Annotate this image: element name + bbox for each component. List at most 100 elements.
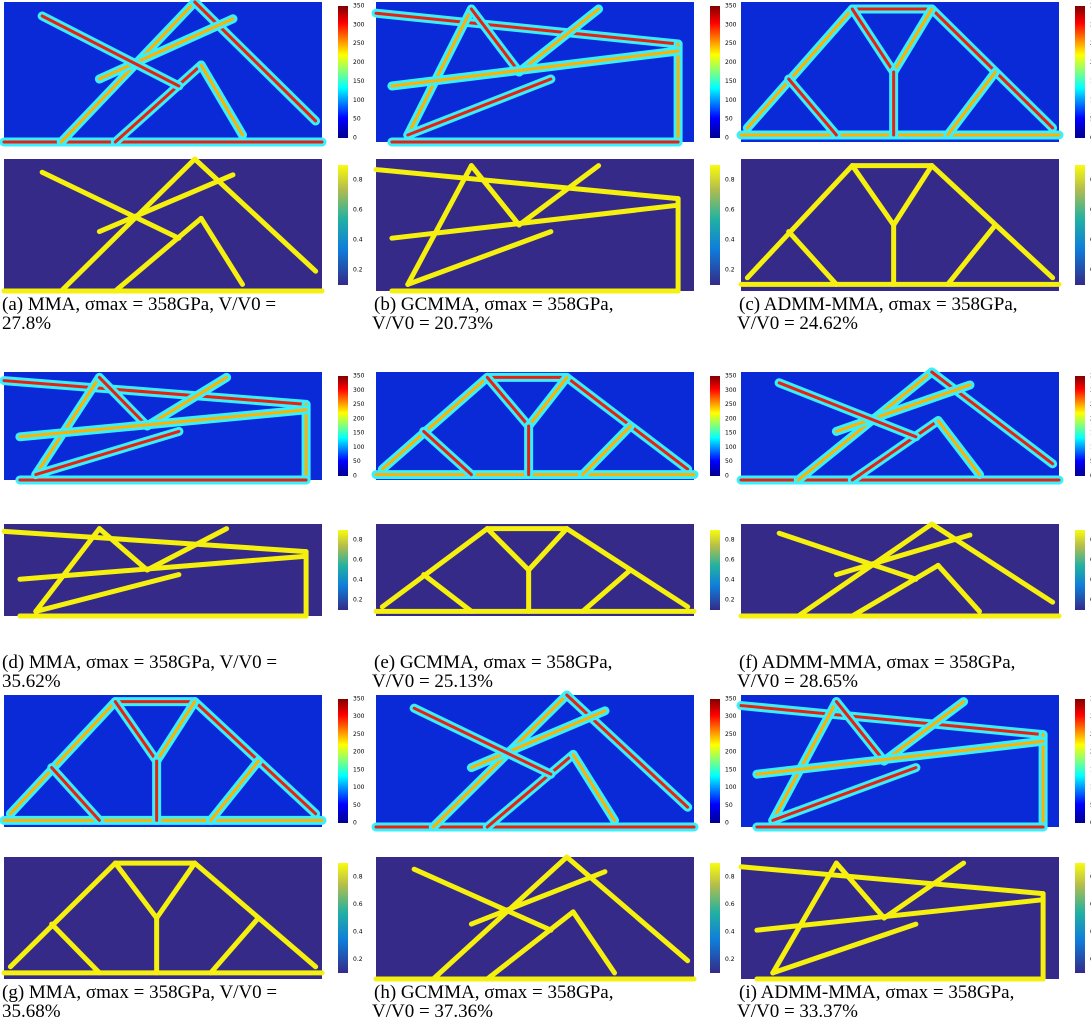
colorbar-tick: 150 [725,766,737,773]
colorbar-tick: 200 [353,59,365,66]
colorbar-tick: 100 [725,784,737,791]
caption: (c) ADMM-MMA, σmax = 358GPa, [739,294,1018,315]
colorbar-tick: 0.8 [353,537,363,544]
density-colorbar [1075,165,1085,285]
density-colorbar [338,530,348,610]
caption: (b) GCMMA, σmax = 358GPa, [374,294,613,315]
colorbar-tick: 0.2 [353,267,363,274]
colorbar-tick: 350 [353,373,365,380]
colorbar-tick: 100 [353,444,365,451]
colorbar-tick: 0 [725,135,729,142]
stress-colorbar [1075,6,1085,138]
colorbar-tick: 0.4 [353,237,363,244]
colorbar-tick: 0 [725,473,729,480]
figure: 0 50 100 150 200 250 300 350 0.2 0.4 0.6 0.8 (a) MMA… [0,0,1091,1017]
stress-colorbar [338,376,348,476]
colorbar-tick: 0 [353,820,357,827]
colorbar-tick: 350 [725,696,737,703]
colorbar-tick: 50 [725,116,733,123]
colorbar-tick: 0.6 [353,901,363,908]
colorbar-tick: 150 [725,78,737,85]
colorbar-tick: 0.6 [725,557,735,564]
colorbar-tick: 200 [725,59,737,66]
stress-colorbar [710,6,720,138]
colorbar-tick: 250 [353,401,365,408]
caption: (a) MMA, σmax = 358GPa, V/V0 = [2,294,276,315]
colorbar-tick: 50 [353,458,361,465]
colorbar-tick: 200 [353,415,365,422]
caption: V/V0 = 20.73% [372,313,493,334]
caption: (h) GCMMA, σmax = 358GPa, [374,982,613,1003]
colorbar-tick: 0 [725,820,729,827]
density-map [376,159,694,291]
colorbar-tick: 250 [725,40,737,47]
colorbar-tick: 0.6 [353,557,363,564]
colorbar-tick: 350 [725,373,737,380]
caption: 27.8% [2,313,51,334]
colorbar-tick: 0.8 [725,177,735,184]
colorbar-tick: 50 [353,802,361,809]
density-colorbar [1075,863,1085,973]
colorbar-tick: 0.8 [353,177,363,184]
colorbar-tick: 0.4 [353,928,363,935]
colorbar-tick: 0.2 [725,597,735,604]
colorbar-tick: 50 [725,802,733,809]
density-colorbar [710,530,720,610]
caption: (g) MMA, σmax = 358GPa, V/V0 = [2,982,277,1003]
colorbar-tick: 200 [725,749,737,756]
colorbar-tick: 150 [353,78,365,85]
colorbar-tick: 100 [725,444,737,451]
colorbar-tick: 250 [725,731,737,738]
colorbar-tick: 0.6 [353,207,363,214]
stress-colorbar [710,376,720,476]
caption: V/V0 = 24.62% [737,313,858,334]
stress-map [741,2,1059,142]
colorbar-tick: 50 [725,458,733,465]
caption: (e) GCMMA, σmax = 358GPa, [374,652,612,673]
stress-map [376,372,694,480]
density-map [376,524,694,616]
colorbar-tick: 50 [353,116,361,123]
colorbar-tick: 0.2 [353,597,363,604]
caption: V/V0 = 37.36% [372,1001,493,1017]
colorbar-tick: 100 [353,784,365,791]
colorbar-tick: 350 [353,696,365,703]
caption: V/V0 = 28.65% [737,671,858,692]
stress-colorbar [338,6,348,138]
stress-colorbar [710,699,720,823]
page: 0 50 100 150 200 250 300 350 0.2 0.4 0.6 0.8 (a) MMA… [0,0,1091,1017]
colorbar-tick: 0 [353,473,357,480]
colorbar-tick: 200 [353,749,365,756]
colorbar-tick: 0.4 [725,577,735,584]
caption: (f) ADMM-MMA, σmax = 358GPa, [739,652,1015,673]
colorbar-tick: 350 [353,3,365,10]
colorbar-tick: 300 [353,713,365,720]
colorbar-tick: 0 [353,135,357,142]
colorbar-tick: 0.8 [353,873,363,880]
colorbar-tick: 150 [353,430,365,437]
colorbar-tick: 150 [725,430,737,437]
colorbar-tick: 0.2 [353,956,363,963]
colorbar-tick: 300 [725,387,737,394]
stress-colorbar [1075,699,1085,823]
density-colorbar [338,165,348,285]
density-colorbar [338,863,348,973]
caption: V/V0 = 33.37% [737,1001,858,1017]
colorbar-tick: 0.4 [725,237,735,244]
colorbar-tick: 0.6 [725,207,735,214]
colorbar-tick: 250 [353,40,365,47]
density-colorbar [1075,530,1085,610]
stress-colorbar [1075,376,1085,476]
colorbar-tick: 0.8 [725,537,735,544]
colorbar-tick: 100 [725,97,737,104]
colorbar-tick: 0.2 [725,267,735,274]
density-map [741,857,1059,979]
colorbar-tick: 0.4 [353,577,363,584]
density-colorbar [710,165,720,285]
caption: (d) MMA, σmax = 358GPa, V/V0 = [2,652,277,673]
caption: 35.68% [2,1001,61,1017]
colorbar-tick: 0.8 [725,873,735,880]
colorbar-tick: 300 [353,21,365,28]
density-colorbar [710,863,720,973]
caption: (i) ADMM-MMA, σmax = 358GPa, [739,982,1014,1003]
